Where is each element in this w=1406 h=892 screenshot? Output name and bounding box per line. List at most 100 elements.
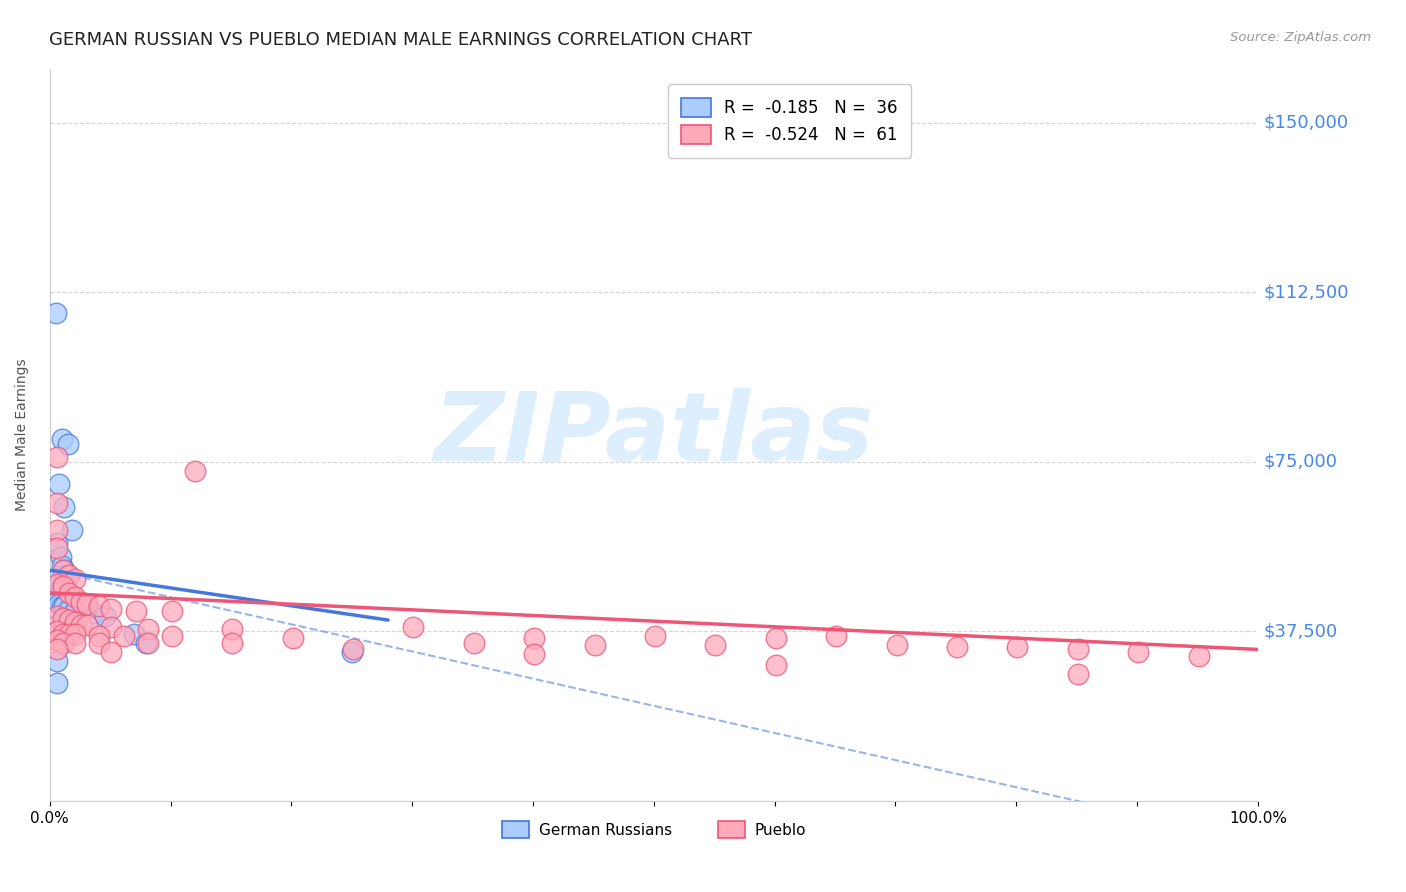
Point (1067, 667, 1090, 681)
Point (60, 523, 83, 537)
Point (51, 599, 73, 614)
Point (58, 613, 80, 627)
Point (63, 626, 86, 640)
Point (51, 579, 73, 593)
Point (63, 615, 86, 630)
Point (51, 558, 73, 573)
Point (45, 305, 67, 319)
Point (46, 676, 69, 690)
Point (53, 500, 76, 514)
Point (55, 567, 77, 582)
Point (55, 588, 77, 602)
Point (63, 604, 86, 618)
Point (1128, 645, 1150, 659)
Point (221, 622, 243, 636)
Point (100, 601, 122, 615)
Point (51, 432, 73, 446)
Point (94, 608, 117, 623)
Point (46, 633, 69, 648)
Point (58, 626, 80, 640)
Point (70, 617, 93, 632)
Point (765, 631, 787, 645)
Point (825, 629, 848, 643)
Point (58, 567, 80, 582)
Point (886, 638, 908, 652)
Point (89, 635, 111, 649)
Point (1067, 642, 1090, 657)
Point (46, 654, 69, 668)
Text: $112,500: $112,500 (1264, 284, 1350, 301)
Point (58, 586, 80, 600)
Point (46, 642, 69, 657)
Point (76, 597, 98, 611)
Point (82, 607, 104, 621)
Point (281, 631, 304, 645)
Point (63, 635, 86, 649)
Point (46, 595, 69, 609)
Point (765, 658, 787, 673)
Point (583, 638, 606, 652)
Text: GERMAN RUSSIAN VS PUEBLO MEDIAN MALE EARNINGS CORRELATION CHART: GERMAN RUSSIAN VS PUEBLO MEDIAN MALE EAR… (49, 31, 752, 49)
Point (136, 622, 159, 636)
Y-axis label: Median Male Earnings: Median Male Earnings (15, 359, 30, 511)
Point (58, 601, 80, 615)
Point (463, 635, 485, 649)
Point (124, 604, 146, 618)
Point (53, 563, 76, 577)
Point (89, 629, 111, 643)
Point (48, 477, 70, 491)
Point (100, 645, 122, 659)
Point (70, 595, 93, 609)
Point (160, 629, 183, 643)
Point (523, 647, 546, 661)
Point (46, 523, 69, 537)
Point (221, 635, 243, 649)
Point (100, 620, 122, 634)
Point (46, 617, 69, 632)
Point (946, 640, 969, 655)
Point (160, 604, 183, 618)
Point (52, 622, 75, 636)
Point (52, 586, 75, 600)
Text: Source: ZipAtlas.com: Source: ZipAtlas.com (1230, 31, 1371, 45)
Point (52, 611, 75, 625)
Point (49, 549, 72, 564)
Point (89, 599, 111, 614)
Point (52, 635, 75, 649)
Point (48, 597, 70, 611)
Point (704, 638, 727, 652)
Point (644, 629, 666, 643)
Point (48, 577, 70, 591)
Point (46, 541, 69, 555)
Legend: German Russians, Pueblo: German Russians, Pueblo (496, 814, 811, 845)
Point (52, 626, 75, 640)
Point (112, 629, 135, 643)
Text: $150,000: $150,000 (1264, 114, 1348, 132)
Point (184, 464, 207, 478)
Point (58, 624, 80, 639)
Point (523, 631, 546, 645)
Point (46, 608, 69, 623)
Point (124, 626, 146, 640)
Point (55, 582, 77, 596)
Point (76, 617, 98, 632)
Point (58, 591, 80, 605)
Point (46, 577, 69, 591)
Point (63, 591, 86, 605)
Point (49, 583, 72, 598)
Point (136, 635, 159, 649)
Point (46, 536, 69, 550)
Point (46, 495, 69, 509)
Point (46, 573, 69, 587)
Point (1007, 640, 1029, 655)
Text: $75,000: $75,000 (1264, 453, 1339, 471)
Text: ZIPatlas: ZIPatlas (433, 388, 875, 481)
Text: $37,500: $37,500 (1264, 623, 1339, 640)
Point (135, 635, 157, 649)
Point (402, 620, 425, 634)
Point (342, 642, 364, 657)
Point (53, 599, 76, 614)
Point (62, 592, 84, 607)
Point (46, 624, 69, 639)
Point (52, 563, 75, 577)
